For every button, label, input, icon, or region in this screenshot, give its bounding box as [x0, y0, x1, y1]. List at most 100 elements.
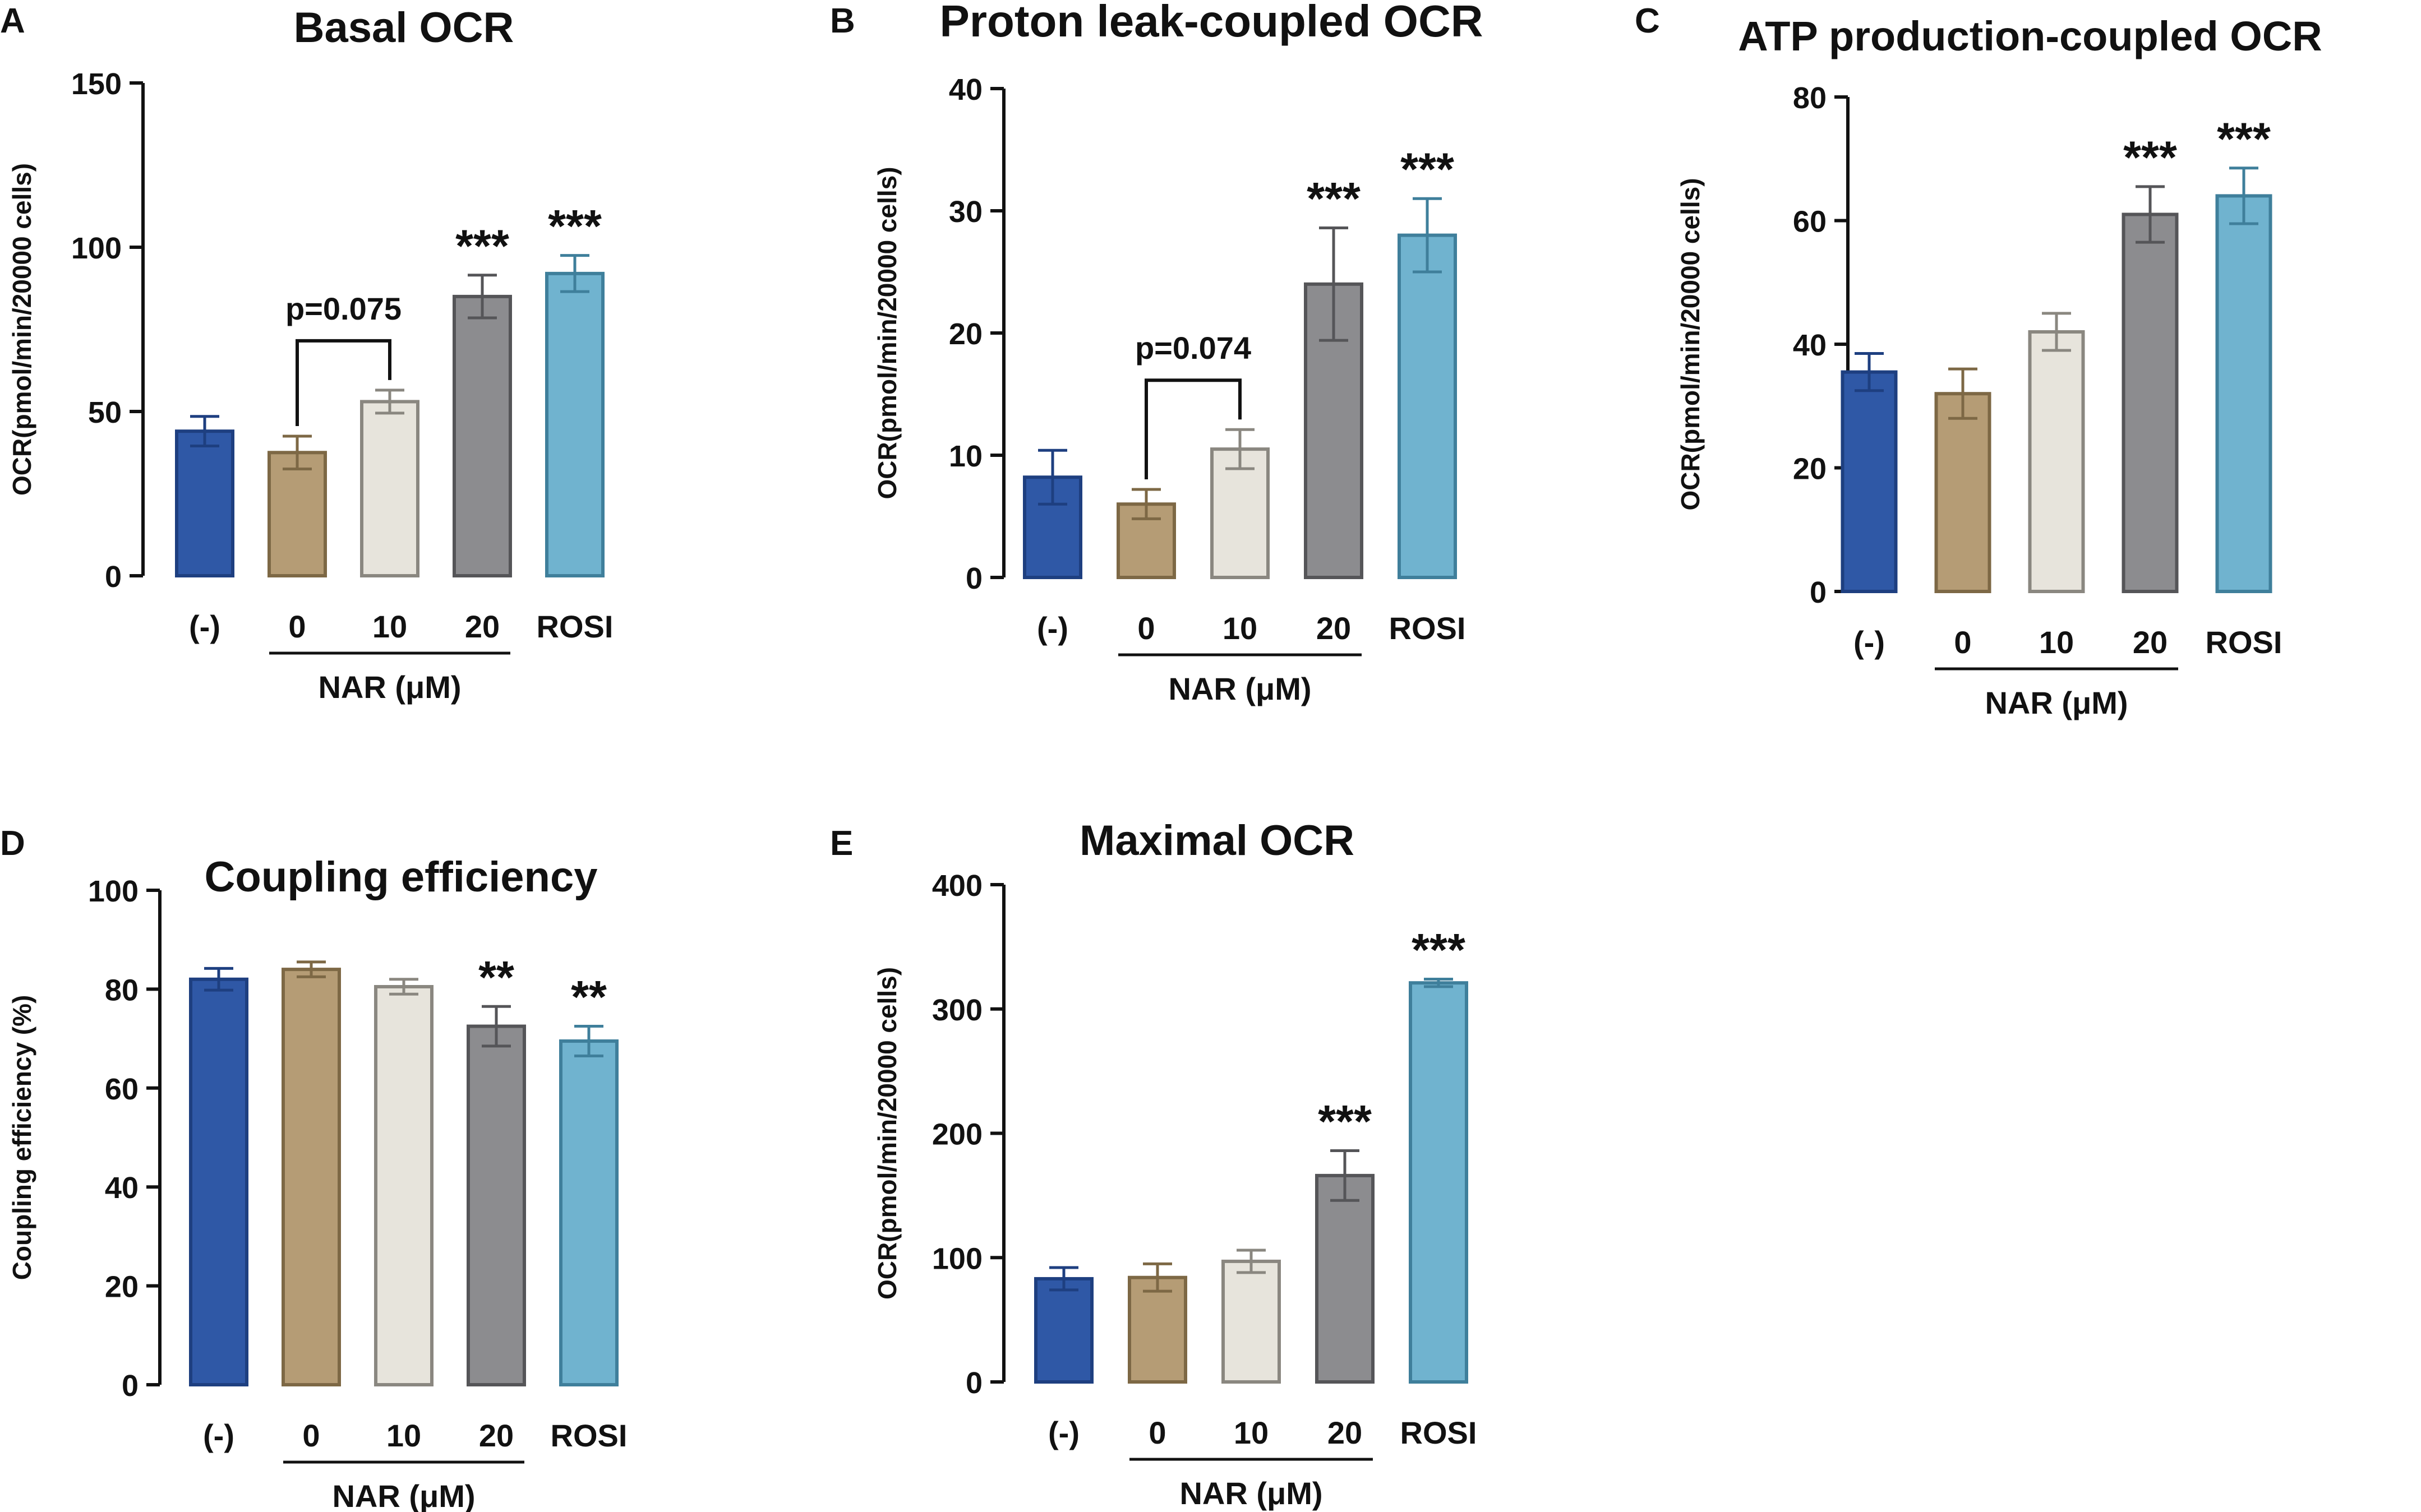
- y-tick-label: 40: [949, 73, 983, 107]
- x-axis-label: NAR (μM): [1985, 685, 2128, 720]
- panel-letter: C: [1635, 2, 1660, 40]
- y-tick-label: 200: [932, 1118, 983, 1152]
- bar: [1221, 1259, 1281, 1384]
- category-label: 0: [1137, 611, 1155, 646]
- significance-stars: ***: [548, 201, 602, 252]
- category-label: 20: [1316, 611, 1351, 646]
- bar: [559, 1039, 619, 1386]
- bar: [453, 294, 512, 578]
- y-tick-label: 80: [1793, 81, 1827, 115]
- bar: [374, 984, 434, 1386]
- panel-c: C ATP production-coupled OCR 0 20 40 60 80 OCR(…: [1635, 2, 2322, 720]
- y-tick-label: 40: [105, 1171, 139, 1205]
- bar: [1841, 370, 1898, 593]
- p-value-label: p=0.075: [285, 291, 402, 326]
- bar: [1315, 1173, 1375, 1384]
- panel-letter: B: [830, 2, 855, 40]
- y-tick-label: 150: [71, 67, 122, 101]
- category-label: 10: [1223, 611, 1257, 646]
- panel-e: E Maximal OCR0100200300400OCR(pmol/min/20…: [830, 817, 1477, 1511]
- bar: [1128, 1275, 1187, 1384]
- y-axis-label: OCR(pmol/min/20000 cells): [873, 967, 902, 1300]
- bar: [1034, 1277, 1094, 1384]
- bar: [268, 451, 327, 577]
- y-tick-label: 60: [1793, 205, 1827, 239]
- y-tick-label: 30: [949, 195, 983, 229]
- significance-stars: ***: [2123, 132, 2177, 183]
- chart-title: Proton leak-coupled OCR: [940, 0, 1483, 46]
- significance-stars: **: [478, 952, 514, 1003]
- y-tick-label: 300: [932, 993, 983, 1027]
- category-label: ROSI: [2206, 625, 2282, 660]
- bar: [360, 400, 419, 577]
- significance-stars: ***: [1412, 925, 1465, 976]
- y-axis-label: OCR(pmol/min/20000 cells): [873, 167, 902, 499]
- category-label: (-): [203, 1418, 234, 1453]
- y-tick-label: 20: [105, 1270, 139, 1304]
- bar: [2122, 212, 2179, 594]
- category-label: 20: [479, 1418, 514, 1453]
- significance-stars: ***: [1307, 174, 1361, 225]
- y-tick-label: 400: [932, 869, 983, 903]
- category-label: 0: [302, 1418, 320, 1453]
- significance-stars: ***: [1400, 144, 1454, 195]
- y-tick-label: 0: [1810, 576, 1827, 609]
- y-tick-label: 60: [105, 1072, 139, 1106]
- category-label: 10: [2039, 625, 2074, 660]
- category-label: 20: [2133, 625, 2168, 660]
- y-tick-label: 80: [105, 973, 139, 1007]
- bar: [175, 429, 234, 577]
- bar: [1409, 981, 1468, 1384]
- category-label: (-): [1037, 611, 1068, 646]
- chart-title: ATP production-coupled OCR: [1738, 13, 2322, 59]
- category-label: 0: [1149, 1415, 1166, 1450]
- category-label: 10: [386, 1418, 421, 1453]
- significance-stars: **: [571, 972, 607, 1023]
- y-tick-label: 0: [966, 562, 983, 595]
- bar: [1398, 233, 1457, 580]
- y-tick-label: 0: [966, 1366, 983, 1400]
- p-value-label: p=0.074: [1135, 330, 1251, 366]
- chart-title: Coupling efficiency: [205, 853, 598, 901]
- chart-title: Basal OCR: [294, 4, 514, 52]
- y-tick-label: 20: [1793, 452, 1827, 486]
- bar: [545, 271, 605, 577]
- bar: [1934, 392, 1991, 593]
- category-label: (-): [189, 609, 220, 644]
- category-label: 20: [465, 609, 500, 644]
- bar: [2215, 194, 2272, 593]
- significance-stars: ***: [455, 221, 509, 272]
- significance-stars: ***: [2217, 114, 2271, 165]
- category-label: ROSI: [1389, 611, 1466, 646]
- panel-letter: E: [830, 824, 853, 863]
- category-label: ROSI: [537, 609, 614, 644]
- y-tick-label: 0: [105, 560, 122, 594]
- chart-title: Maximal OCR: [1080, 817, 1354, 864]
- x-axis-label: NAR (μM): [1179, 1476, 1322, 1511]
- y-tick-label: 50: [88, 396, 122, 429]
- y-tick-label: 100: [71, 232, 122, 265]
- category-label: ROSI: [551, 1418, 628, 1453]
- bar: [282, 968, 341, 1386]
- y-axis-label: OCR(pmol/min/20000 cells): [7, 163, 36, 496]
- x-axis-label: NAR (μM): [1168, 671, 1311, 706]
- x-axis-label: NAR (μM): [318, 669, 461, 705]
- category-label: (-): [1048, 1415, 1080, 1450]
- category-label: 20: [1327, 1415, 1362, 1450]
- panel-letter: D: [0, 824, 25, 863]
- y-tick-label: 0: [122, 1369, 139, 1403]
- bar: [189, 977, 248, 1386]
- y-tick-label: 100: [932, 1242, 983, 1275]
- y-tick-label: 20: [949, 317, 983, 351]
- comparison-bracket: [296, 339, 391, 426]
- panel-letter: A: [0, 2, 25, 40]
- significance-stars: ***: [1318, 1097, 1372, 1148]
- panel-a: A Basal OCR 0 50 100 150 OCR(pmol/min/20000 ce…: [0, 2, 613, 705]
- bar: [467, 1024, 526, 1387]
- y-axis-label: Coupling efficiency (%): [7, 995, 36, 1280]
- category-label: (-): [1853, 625, 1885, 660]
- category-label: 0: [1954, 625, 1971, 660]
- bar: [2028, 330, 2085, 593]
